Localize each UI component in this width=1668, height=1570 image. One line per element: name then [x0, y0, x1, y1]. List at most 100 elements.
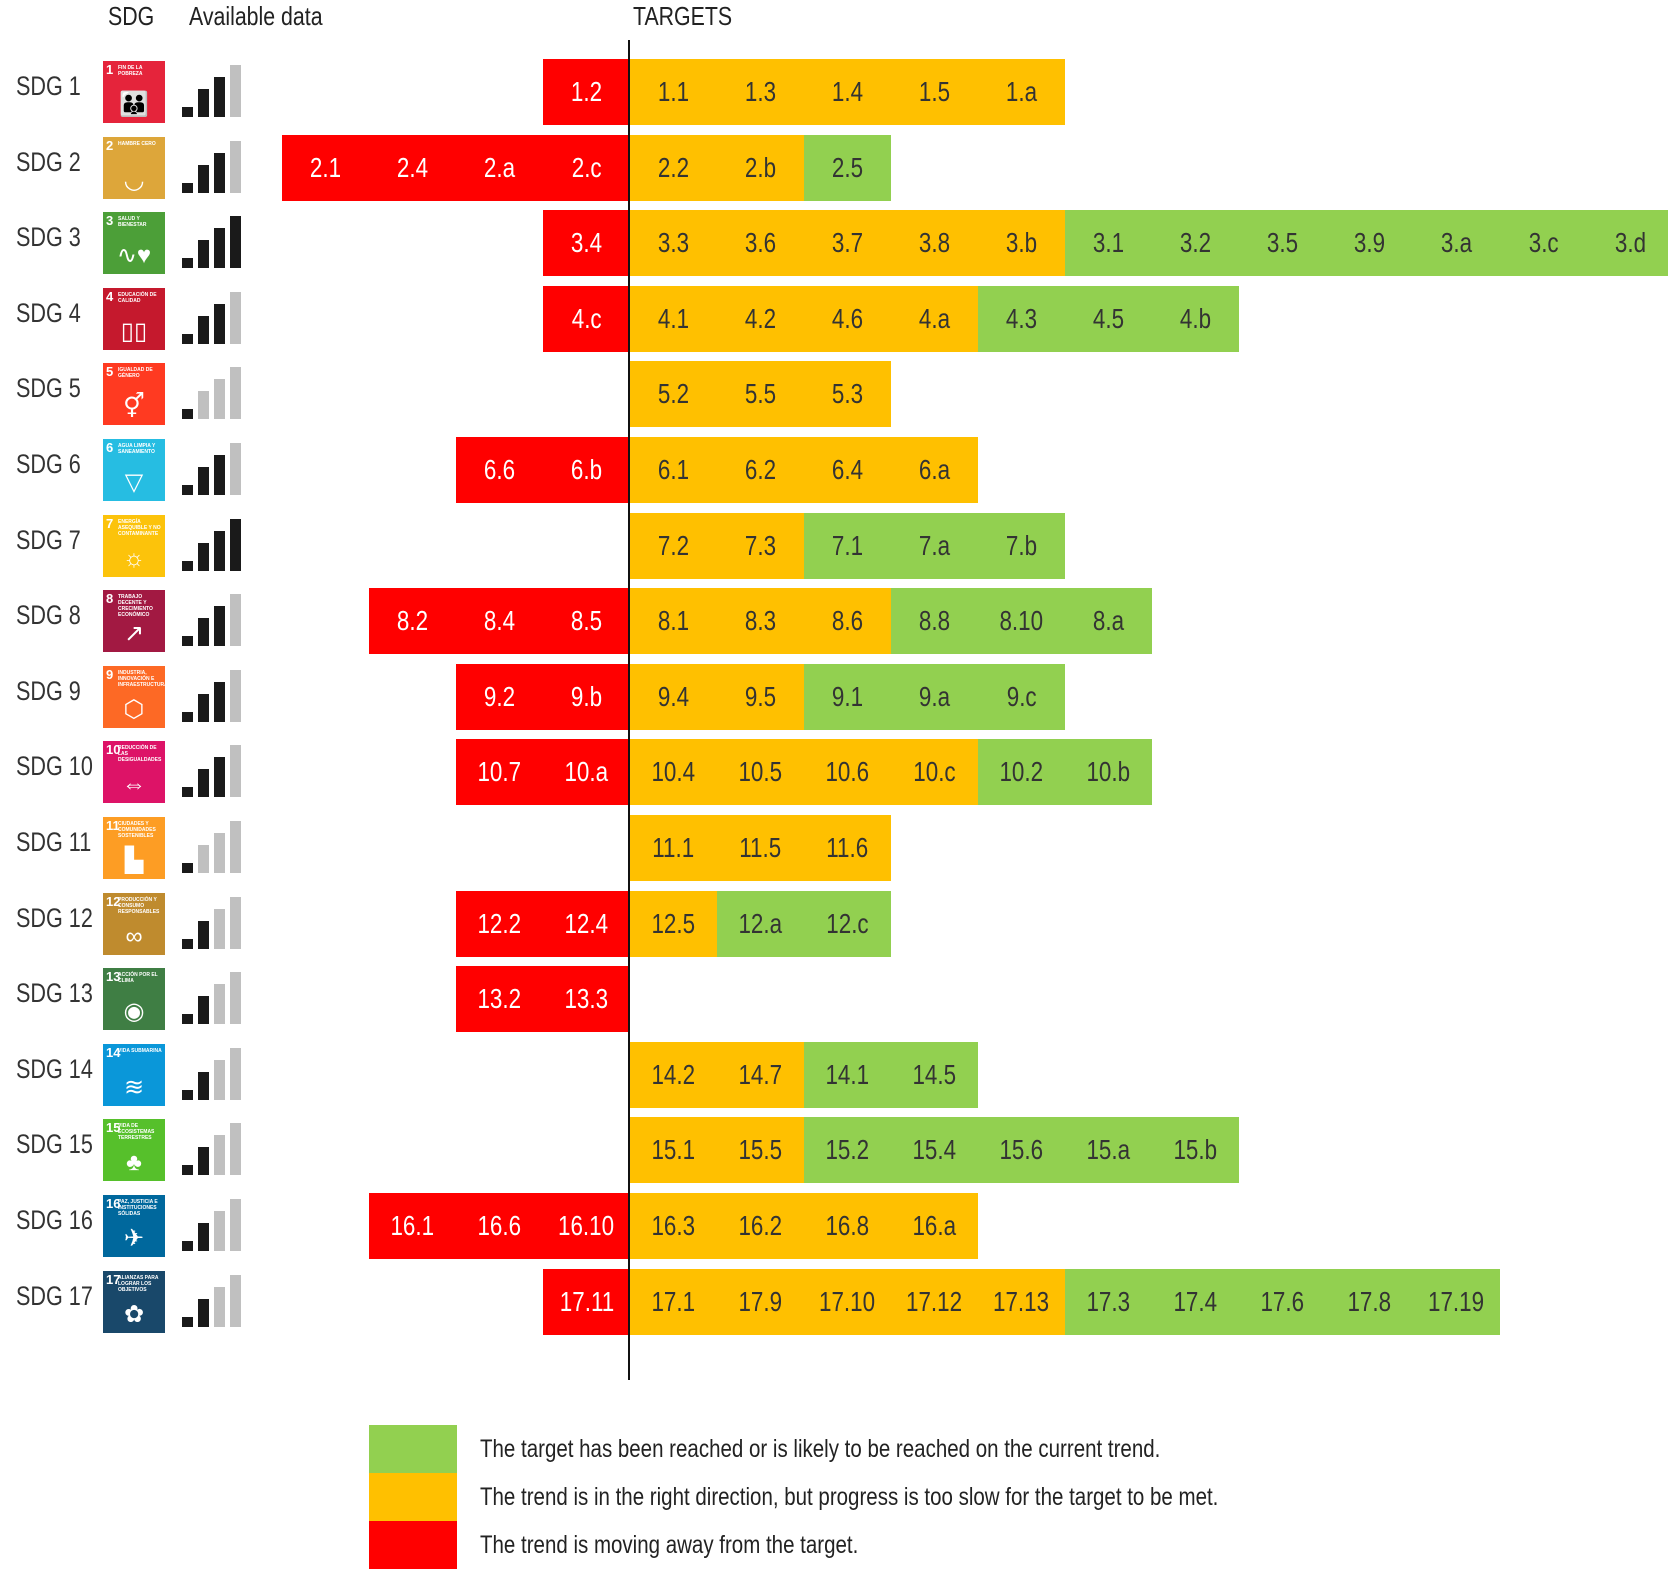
- target-label: 9.c: [1006, 680, 1037, 712]
- target-label: 5.2: [657, 378, 690, 410]
- sdg-11-icon: 11 CIUDADES Y COMUNIDADES SOSTENIBLES ▙: [103, 817, 165, 879]
- signal-bar: [182, 711, 193, 722]
- target-cell-red: 1.2: [543, 59, 630, 125]
- target-cell-orange: 10.5: [717, 739, 804, 806]
- target-label: 15.2: [825, 1134, 870, 1166]
- target-label: 7.3: [744, 529, 777, 561]
- signal-bar: [214, 984, 225, 1025]
- gender-icon: ⚥: [123, 393, 145, 421]
- target-label: 3.9: [1353, 227, 1386, 259]
- target-cell-orange: 14.2: [630, 1041, 717, 1108]
- cubes-icon: ⬡: [123, 695, 145, 723]
- target-label: 13.2: [477, 983, 522, 1015]
- target-cell-red: 8.2: [369, 588, 456, 655]
- sdg-icon-text: IGUALDAD DE GÉNERO: [118, 367, 153, 380]
- target-cell-orange: 17.13: [978, 1268, 1065, 1335]
- target-label: 2.5: [831, 151, 864, 183]
- signal-bar: [214, 606, 225, 647]
- target-label: 3.a: [1440, 227, 1473, 259]
- target-cell-green: 10.2: [978, 739, 1065, 806]
- target-label: 6.2: [744, 454, 777, 485]
- target-label: 9.2: [483, 680, 516, 712]
- target-label: 7.2: [657, 529, 690, 561]
- target-cell-green: 3.a: [1413, 210, 1500, 277]
- target-label: 8.2: [396, 605, 429, 637]
- signal-bar: [214, 1211, 225, 1251]
- sdg-14-icon: 14 VIDA SUBMARINA ≋: [103, 1043, 165, 1106]
- sdg-icon-text: ALIANZAS PARA LOGRAR LOS OBJETIVOS: [118, 1274, 159, 1293]
- sdg-icon-number: 4: [106, 288, 114, 304]
- signal-bar: [230, 65, 241, 117]
- target-label: 9.1: [831, 680, 864, 712]
- target-label: 8.a: [1092, 605, 1125, 637]
- legend-swatch-orange: [369, 1473, 457, 1521]
- target-cell-green: 7.a: [891, 512, 978, 579]
- signal-bars-icon: [178, 439, 246, 501]
- signal-bars-icon: [178, 666, 246, 728]
- sdg-icon-text: HAMBRE CERO: [118, 140, 156, 147]
- target-cell-green: 15.2: [804, 1117, 891, 1184]
- target-label: 12.a: [738, 907, 783, 939]
- target-cell-green: 9.1: [804, 663, 891, 730]
- signal-bar: [198, 845, 209, 873]
- signal-bar: [214, 833, 225, 873]
- target-label: 2.b: [744, 151, 777, 183]
- signal-bar: [198, 1147, 209, 1176]
- sdg-10-label: SDG 10: [16, 751, 93, 782]
- target-label: 17.4: [1173, 1285, 1218, 1317]
- target-label: 1.5: [918, 76, 951, 107]
- fish-icon: ≋: [123, 1073, 145, 1101]
- target-label: 3.2: [1179, 227, 1212, 259]
- sdg-icon-number: 9: [106, 666, 114, 682]
- growth-icon: ↗: [123, 620, 145, 648]
- target-label: 9.a: [918, 680, 951, 712]
- signal-bar: [214, 152, 225, 193]
- signal-bars-icon: [178, 1119, 246, 1181]
- signal-bar: [182, 258, 193, 269]
- target-cell-orange: 3.6: [717, 210, 804, 277]
- sdg-icon-number: 2: [106, 137, 114, 153]
- target-label: 11.1: [652, 832, 695, 863]
- target-label: 1.1: [657, 76, 690, 107]
- city-icon: ▙: [124, 847, 144, 874]
- target-label: 13.3: [564, 983, 609, 1015]
- target-label: 11.5: [739, 832, 782, 863]
- signal-bar: [198, 693, 209, 722]
- target-cell-red: 16.6: [456, 1193, 543, 1259]
- sdg-icon-text: PAZ, JUSTICIA E INSTITUCIONES SÓLIDAS: [118, 1199, 158, 1217]
- target-label: 4.c: [571, 302, 602, 334]
- target-cell-green: 15.b: [1152, 1117, 1239, 1184]
- target-cell-orange: 7.2: [630, 512, 717, 579]
- target-label: 17.13: [993, 1285, 1050, 1317]
- target-label: 14.1: [825, 1058, 870, 1090]
- target-cell-orange: 4.2: [717, 285, 804, 352]
- sdg-11-label: SDG 11: [16, 827, 92, 857]
- target-cell-green: 4.b: [1152, 285, 1239, 352]
- signal-bar: [214, 1135, 225, 1176]
- zero-axis-line: [628, 40, 630, 1380]
- signal-bar: [230, 140, 241, 193]
- target-cell-orange: 4.a: [891, 285, 978, 352]
- sdg-icon-text: VIDA DE ECOSISTEMAS TERRESTRES: [118, 1123, 155, 1142]
- target-label: 14.5: [912, 1058, 957, 1090]
- target-cell-orange: 3.7: [804, 210, 891, 277]
- tree-icon: ♣: [126, 1149, 142, 1177]
- target-cell-green: 15.a: [1065, 1117, 1152, 1184]
- target-cell-green: 3.9: [1326, 210, 1413, 277]
- sdg-17-label: SDG 17: [16, 1280, 93, 1311]
- signal-bars-icon: [178, 893, 246, 955]
- target-label: 9.b: [570, 680, 603, 712]
- target-label: 2.c: [571, 151, 602, 183]
- sdg-column-header: SDG: [108, 1, 155, 31]
- signal-bar: [198, 164, 209, 193]
- target-cell-red: 9.2: [456, 663, 543, 730]
- signal-bar: [230, 896, 241, 949]
- target-cell-orange: 1.a: [978, 59, 1065, 125]
- signal-bar: [214, 1059, 225, 1100]
- target-label: 5.5: [744, 378, 777, 410]
- target-cell-orange: 3.b: [978, 210, 1065, 277]
- target-cell-orange: 9.4: [630, 663, 717, 730]
- target-label: 10.c: [913, 756, 956, 788]
- sdg-15-icon: 15 VIDA DE ECOSISTEMAS TERRESTRES ♣: [103, 1119, 165, 1182]
- target-label: 3.7: [831, 227, 864, 259]
